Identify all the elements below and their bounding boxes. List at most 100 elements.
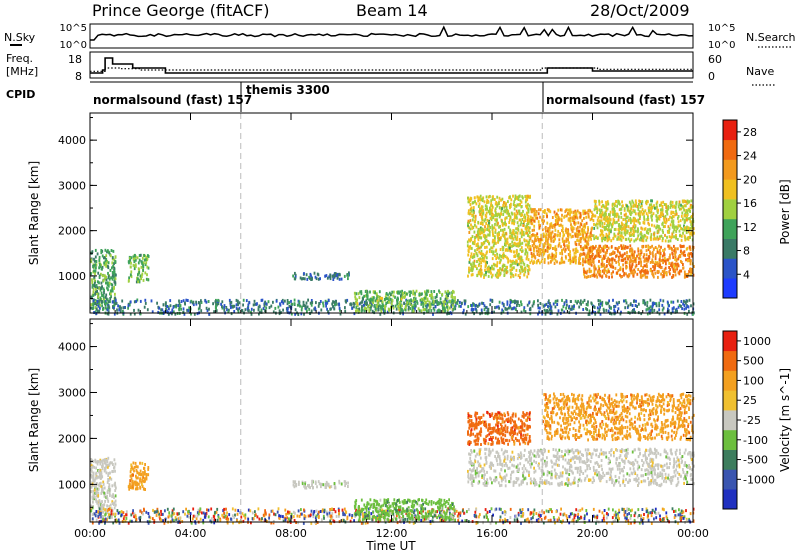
- echo-cell: [503, 264, 506, 268]
- echo-cell: [369, 300, 371, 304]
- echo-cell: [136, 471, 139, 475]
- echo-cell: [685, 200, 688, 204]
- echo-cell: [262, 307, 265, 311]
- echo-cell: [685, 258, 687, 262]
- echo-cell: [491, 224, 494, 228]
- echo-cell: [147, 467, 150, 471]
- echo-cell: [599, 211, 602, 214]
- echo-cell: [663, 218, 666, 222]
- echo-cell: [494, 254, 496, 257]
- echo-cell: [440, 301, 443, 305]
- echo-cell: [677, 257, 680, 261]
- echo-cell: [464, 299, 467, 303]
- echo-cell: [132, 263, 135, 267]
- echo-cell: [275, 299, 278, 303]
- echo-cell: [366, 295, 369, 299]
- echo-cell: [544, 248, 547, 252]
- echo-cell: [646, 271, 649, 275]
- echo-cell: [228, 308, 230, 312]
- echo-cell: [483, 304, 486, 308]
- echo-cell: [688, 298, 691, 302]
- echo-cell: [520, 303, 523, 307]
- echo-cell: [629, 269, 632, 273]
- echo-cell: [541, 248, 544, 252]
- echo-cell: [619, 266, 622, 270]
- echo-cell: [264, 517, 266, 521]
- echo-cell: [517, 224, 520, 228]
- echo-cell: [505, 222, 507, 226]
- echo-cell: [668, 227, 671, 231]
- echo-cell: [142, 487, 145, 491]
- echo-cell: [598, 202, 601, 206]
- echo-cell: [427, 303, 430, 307]
- echo-cell: [529, 237, 532, 241]
- echo-cell: [602, 245, 605, 249]
- echo-cell: [569, 219, 572, 223]
- echo-cell: [639, 257, 642, 261]
- echo-cell: [495, 305, 498, 309]
- echo-cell: [103, 298, 106, 302]
- echo-cell: [315, 277, 318, 281]
- echo-cell: [392, 294, 395, 298]
- echo-cell: [599, 233, 602, 237]
- echo-cell: [655, 202, 658, 206]
- echo-cell: [666, 211, 668, 215]
- echo-cell: [486, 201, 488, 205]
- echo-cell: [639, 238, 641, 242]
- echo-cell: [562, 230, 564, 234]
- cpid-label: CPID: [6, 88, 35, 101]
- echo-cell: [635, 201, 638, 205]
- echo-cell: [608, 258, 611, 262]
- echo-cell: [303, 312, 305, 316]
- echo-cell: [94, 269, 97, 273]
- echo-cell: [110, 477, 113, 481]
- echo-cell: [623, 228, 626, 232]
- echo-cell: [127, 306, 129, 310]
- echo-cell: [682, 217, 684, 221]
- echo-cell: [207, 515, 210, 519]
- echo-cell: [666, 258, 669, 262]
- echo-cell: [617, 514, 620, 518]
- echo-cell: [486, 218, 489, 222]
- echo-cell: [616, 248, 619, 252]
- echo-cell: [629, 260, 631, 264]
- freq-tick-top: 18: [68, 53, 82, 66]
- echo-cell: [467, 200, 470, 204]
- echo-cell: [669, 215, 671, 219]
- echo-cell: [371, 300, 374, 304]
- echo-cell: [686, 299, 689, 303]
- echo-cell: [569, 300, 572, 303]
- echo-cell: [675, 202, 678, 206]
- echo-cell: [250, 310, 252, 314]
- echo-cell: [620, 207, 623, 211]
- echo-cell: [174, 312, 177, 316]
- echo-cell: [95, 266, 97, 270]
- echo-cell: [652, 265, 654, 269]
- echo-cell: [324, 301, 327, 305]
- echo-cell: [634, 304, 637, 307]
- echo-cell: [467, 211, 470, 215]
- echo-cell: [682, 253, 685, 257]
- echo-cell: [221, 304, 223, 308]
- echo-cell: [677, 220, 680, 224]
- echo-cell: [141, 477, 144, 481]
- echo-cell: [479, 257, 482, 261]
- echo-cell: [582, 263, 584, 267]
- echo-cell: [637, 249, 640, 253]
- echo-cell: [539, 241, 542, 245]
- echo-cell: [615, 212, 618, 216]
- echo-cell: [543, 511, 545, 515]
- echo-cell: [658, 203, 661, 207]
- echo-cell: [391, 290, 394, 294]
- echo-cell: [348, 271, 350, 275]
- echo-cell: [589, 246, 591, 250]
- echo-cell: [487, 233, 489, 237]
- echo-cell: [582, 233, 584, 237]
- echo-cell: [478, 262, 481, 266]
- echo-cell: [280, 300, 283, 304]
- echo-cell: [286, 308, 289, 312]
- echo-cell: [654, 266, 656, 270]
- echo-cell: [489, 521, 492, 525]
- echo-cell: [470, 303, 472, 307]
- echo-cell: [198, 306, 201, 310]
